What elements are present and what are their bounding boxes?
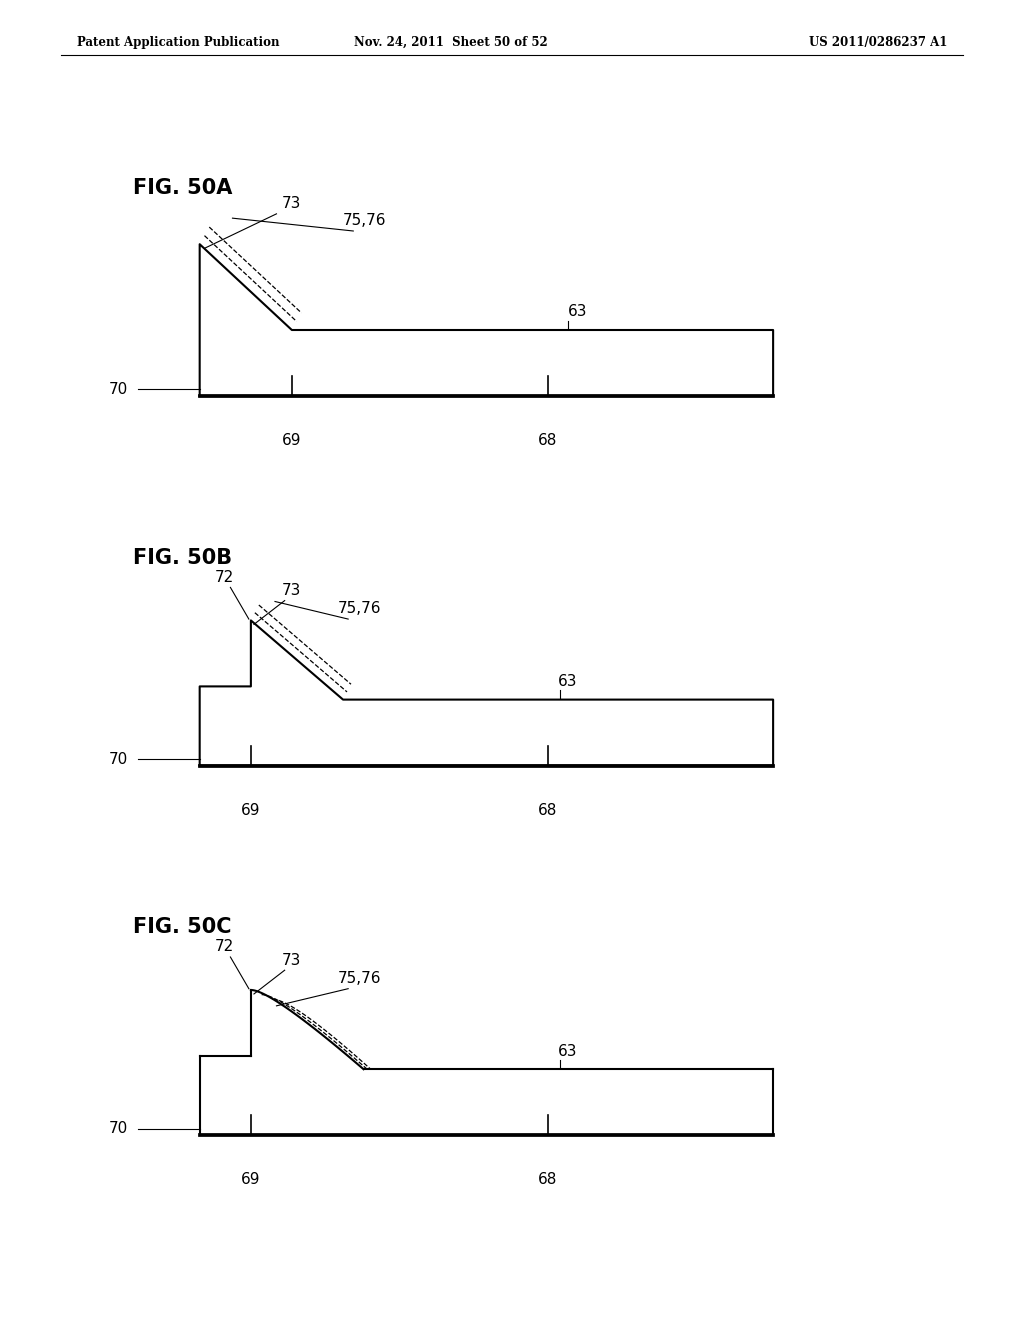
- Text: 70: 70: [109, 1121, 128, 1137]
- Text: 75,76: 75,76: [338, 602, 381, 616]
- Text: 63: 63: [568, 305, 588, 319]
- Text: FIG. 50B: FIG. 50B: [133, 548, 232, 568]
- Text: 70: 70: [109, 751, 128, 767]
- Text: 68: 68: [539, 1172, 557, 1187]
- Text: FIG. 50C: FIG. 50C: [133, 917, 231, 937]
- Text: 63: 63: [558, 1044, 578, 1059]
- Text: 72: 72: [215, 940, 234, 954]
- Text: FIG. 50A: FIG. 50A: [133, 178, 232, 198]
- Text: 68: 68: [539, 433, 557, 447]
- Text: 69: 69: [241, 803, 261, 817]
- Text: 70: 70: [109, 381, 128, 397]
- Text: 69: 69: [282, 433, 302, 447]
- Text: 72: 72: [215, 570, 234, 585]
- Text: 73: 73: [282, 197, 301, 211]
- Text: 69: 69: [241, 1172, 261, 1187]
- Text: 73: 73: [282, 953, 301, 968]
- Text: 75,76: 75,76: [343, 214, 386, 228]
- Text: US 2011/0286237 A1: US 2011/0286237 A1: [809, 36, 947, 49]
- Text: Nov. 24, 2011  Sheet 50 of 52: Nov. 24, 2011 Sheet 50 of 52: [353, 36, 548, 49]
- Text: 68: 68: [539, 803, 557, 817]
- Text: 73: 73: [282, 583, 301, 598]
- Text: 63: 63: [558, 675, 578, 689]
- Text: 75,76: 75,76: [338, 972, 381, 986]
- Text: Patent Application Publication: Patent Application Publication: [77, 36, 280, 49]
